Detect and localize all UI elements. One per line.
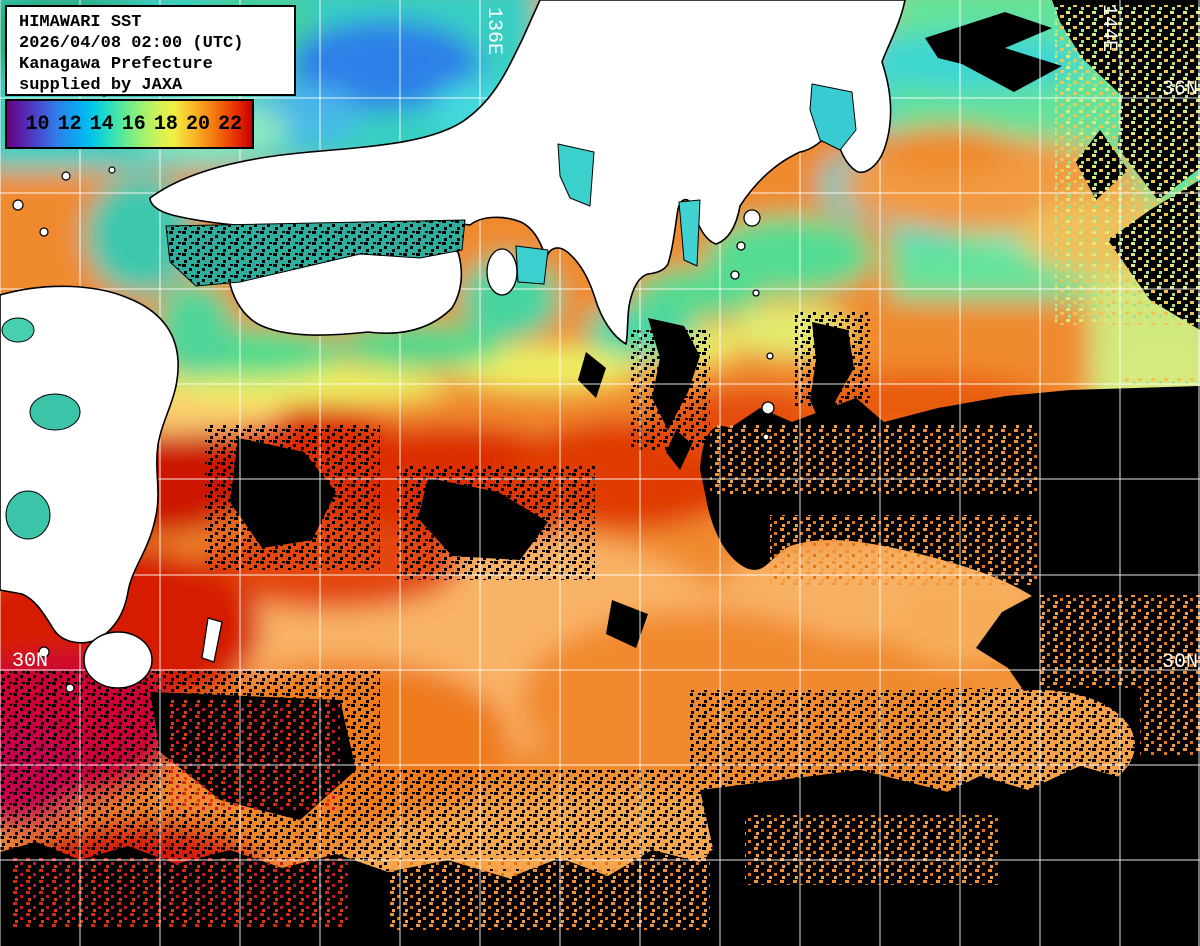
lat-label-36n-right: 36N xyxy=(1162,78,1198,101)
colorbar-tick-22: 22 xyxy=(218,113,243,136)
colorbar-tick-10: 10 xyxy=(25,113,50,136)
lat-label-30n-left: 30N xyxy=(12,650,48,673)
colorbar-tick-20: 20 xyxy=(185,113,211,136)
grid-labels: 136E 144E 36N 30N 30N xyxy=(12,4,1198,674)
tanegashima-island xyxy=(201,617,223,663)
yakushima-island xyxy=(83,631,153,689)
colorbar-tick-12: 12 xyxy=(57,113,82,136)
lat-label-30n-right: 30N xyxy=(1162,651,1198,674)
land-layer xyxy=(0,0,906,693)
colorbar: 10 12 14 16 18 20 22 xyxy=(5,99,254,149)
izu-islands xyxy=(730,209,775,441)
title-product: HIMAWARI SST xyxy=(19,13,142,32)
awaji-island xyxy=(486,248,518,296)
title-attribution: supplied by JAXA xyxy=(19,76,183,95)
colorbar-tick-18: 18 xyxy=(153,113,178,136)
kyushu-landmass xyxy=(0,285,179,644)
lon-label-144e: 144E xyxy=(1097,4,1120,52)
colorbar-tick-14: 14 xyxy=(89,113,114,136)
honshu-landmass xyxy=(149,0,906,345)
colorbar-tick-16: 16 xyxy=(121,113,146,136)
lon-label-136e: 136E xyxy=(482,7,505,55)
colorbar-gradient xyxy=(7,101,252,147)
title-datetime: 2026/04/08 02:00 (UTC) xyxy=(19,34,244,53)
colorbar-ticks: 10 12 14 16 18 20 22 xyxy=(7,101,252,147)
title-box: HIMAWARI SST 2026/04/08 02:00 (UTC) Kana… xyxy=(5,5,296,96)
title-region: Kanagawa Prefecture xyxy=(19,55,213,74)
